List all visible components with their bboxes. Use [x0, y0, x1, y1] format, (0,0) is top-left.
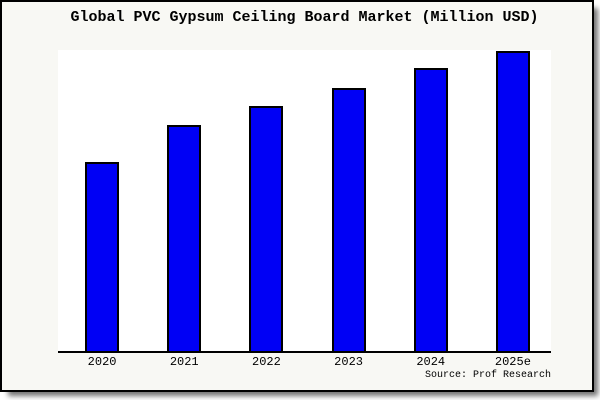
plot-area: [58, 50, 551, 353]
x-tick-label-2022: 2022: [252, 355, 281, 369]
x-tick-label-2020: 2020: [87, 355, 117, 369]
chart-title: Global PVC Gypsum Ceiling Board Market (…: [70, 9, 539, 26]
bar-2022: [249, 106, 284, 351]
x-tick-label-2024: 2024: [416, 355, 446, 369]
bar-2020: [85, 162, 120, 351]
x-tick-label-2023: 2023: [334, 355, 363, 369]
source-note: Source: Prof Research: [424, 370, 551, 381]
bar-2024: [413, 68, 448, 351]
bar-2025e: [495, 51, 530, 351]
chart-figure: Global PVC Gypsum Ceiling Board Market (…: [0, 0, 594, 392]
bar-2023: [331, 88, 366, 351]
bar-2021: [167, 125, 202, 351]
x-tick-label-2025e: 2025e: [494, 355, 531, 369]
x-tick-label-2021: 2021: [169, 355, 199, 369]
